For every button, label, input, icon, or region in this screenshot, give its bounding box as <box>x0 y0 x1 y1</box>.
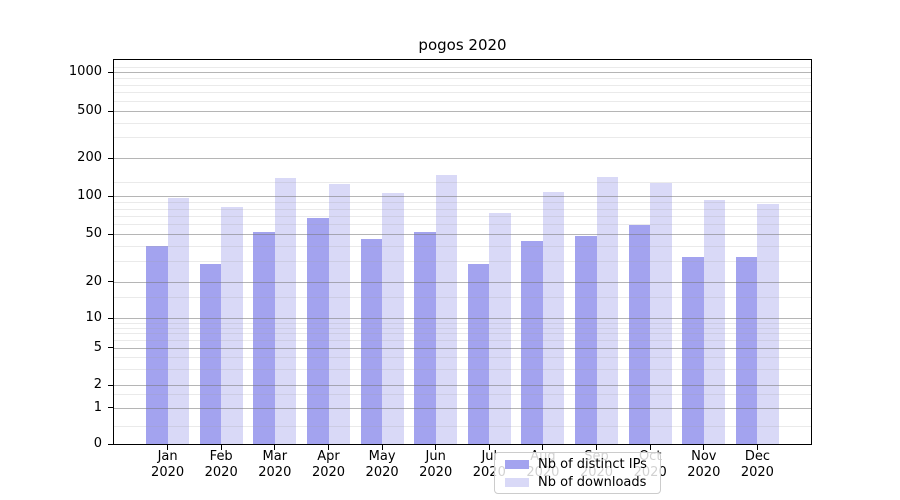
y-tick-label-5: 5 <box>93 339 102 355</box>
bar-downloads-sep <box>596 177 618 444</box>
bar-distinct-ips-nov <box>682 257 704 444</box>
bar-distinct-ips-feb <box>199 264 222 444</box>
x-tick-mark-apr <box>328 444 329 450</box>
legend-item-distinct-ips: Nb of distinct IPs <box>495 457 660 472</box>
bar-downloads-mar <box>274 177 297 444</box>
bar-distinct-ips-jun <box>414 232 436 444</box>
legend: Nb of distinct IPs Nb of downloads <box>494 452 661 494</box>
bar-distinct-ips-jan <box>146 245 168 444</box>
chart-title: pogos 2020 <box>418 36 507 54</box>
y-tick-label-20: 20 <box>85 273 102 289</box>
bar-distinct-ips-sep <box>575 236 597 444</box>
bar-downloads-oct <box>650 183 672 444</box>
legend-item-downloads: Nb of downloads <box>495 475 660 490</box>
bar-distinct-ips-apr <box>307 218 329 444</box>
x-tick-mark-jul <box>488 444 490 450</box>
bar-distinct-ips-mar <box>253 232 275 444</box>
x-tick-mark-feb <box>220 444 222 450</box>
x-tick-label-nov: Nov 2020 <box>687 449 721 480</box>
x-tick-label-jan: Jan 2020 <box>151 449 185 480</box>
legend-label-downloads: Nb of downloads <box>538 474 647 490</box>
x-tick-label-dec: Dec 2020 <box>740 449 774 480</box>
legend-swatch-downloads <box>505 477 529 487</box>
bar-downloads-may <box>382 193 404 444</box>
y-tick-mark-5 <box>108 347 114 349</box>
bar-downloads-jul <box>489 212 511 444</box>
y-tick-mark-100 <box>108 195 114 197</box>
y-tick-mark-2 <box>108 384 114 386</box>
y-tick-mark-1000 <box>108 71 114 73</box>
x-tick-mark-mar <box>274 444 276 450</box>
y-tick-label-500: 500 <box>77 103 102 118</box>
bar-distinct-ips-aug <box>521 240 543 444</box>
y-tick-label-10: 10 <box>85 310 102 326</box>
plot-area: Nb of distinct IPs Nb of downloads <box>113 59 812 494</box>
y-tick-mark-50 <box>108 233 114 235</box>
bar-downloads-nov <box>703 200 726 444</box>
y-tick-mark-20 <box>108 281 114 283</box>
y-tick-label-1: 1 <box>93 399 102 415</box>
x-tick-label-mar: Mar 2020 <box>258 449 292 480</box>
y-tick-mark-1 <box>108 407 114 409</box>
x-tick-mark-jan <box>167 444 169 450</box>
x-tick-mark-sep <box>596 444 597 450</box>
y-tick-mark-0 <box>108 443 114 445</box>
y-tick-label-100: 100 <box>77 188 102 204</box>
y-tick-label-2: 2 <box>93 377 102 392</box>
y-tick-label-1000: 1000 <box>68 64 102 79</box>
bar-distinct-ips-oct <box>628 225 651 444</box>
x-tick-label-may: May 2020 <box>365 449 399 480</box>
x-tick-label-jun: Jun 2020 <box>419 449 453 480</box>
bar-layer <box>114 60 811 444</box>
x-tick-label-feb: Feb 2020 <box>204 449 238 480</box>
bar-downloads-aug <box>542 192 565 444</box>
legend-swatch-distinct-ips <box>505 459 529 469</box>
x-tick-mark-oct <box>649 444 651 450</box>
x-tick-mark-may <box>381 444 383 450</box>
y-tick-label-200: 200 <box>77 150 102 166</box>
y-tick-mark-10 <box>108 317 114 319</box>
bar-downloads-dec <box>757 204 779 444</box>
y-tick-mark-200 <box>108 157 114 159</box>
x-tick-mark-jun <box>435 444 437 450</box>
bar-downloads-jan <box>167 198 190 444</box>
x-tick-mark-nov <box>703 444 705 450</box>
bar-distinct-ips-dec <box>735 257 758 444</box>
bar-distinct-ips-may <box>360 238 383 444</box>
bar-downloads-apr <box>328 183 350 444</box>
y-tick-label-50: 50 <box>85 226 102 242</box>
bar-downloads-feb <box>221 206 243 444</box>
legend-label-distinct-ips: Nb of distinct IPs <box>538 456 647 472</box>
bar-downloads-jun <box>435 174 458 444</box>
x-tick-mark-aug <box>542 444 544 450</box>
y-tick-mark-500 <box>108 110 114 112</box>
bar-distinct-ips-jul <box>467 264 490 444</box>
x-tick-mark-dec <box>756 444 758 450</box>
x-tick-label-apr: Apr 2020 <box>311 449 346 480</box>
y-tick-label-0: 0 <box>93 436 102 451</box>
